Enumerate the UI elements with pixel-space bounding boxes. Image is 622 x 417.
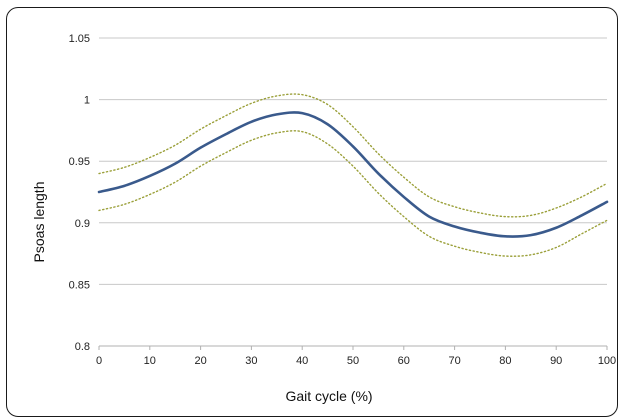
lower-bound-line: [98, 130, 608, 257]
x-tick-label: 100: [598, 355, 616, 367]
y-tick-label: 0.95: [69, 156, 90, 168]
mean-line: [97, 111, 609, 238]
y-axis-title: Psoas length: [31, 182, 47, 263]
series-lines: [97, 93, 609, 257]
x-axis-title: Gait cycle (%): [285, 388, 372, 404]
gridlines: [99, 37, 607, 285]
x-tick-label: 40: [296, 355, 308, 367]
x-tick-label: 10: [144, 355, 156, 367]
chart-frame: [6, 7, 618, 417]
y-tick-label: 1.05: [69, 33, 90, 45]
x-tick-label: 90: [550, 355, 562, 367]
x-tick-label: 30: [245, 355, 257, 367]
x-tick-label: 0: [96, 355, 102, 367]
y-tick-label: 0.85: [69, 279, 90, 291]
y-tick-label: 1: [84, 95, 90, 107]
x-tick-label: 70: [448, 355, 460, 367]
psoas-length-chart: 0.8 0.85 0.9 0.95 1 1.05 0 10 20 30 40 50 60 70 80 90 10…: [31, 33, 617, 404]
x-tick-label: 50: [347, 355, 359, 367]
axes: [98, 345, 608, 350]
tick-labels: 0.8 0.85 0.9 0.95 1 1.05 0 10 20 30 40 50 60 70 80 90 10…: [69, 33, 617, 367]
x-tick-label: 80: [499, 355, 511, 367]
y-tick-label: 0.8: [75, 341, 90, 353]
upper-bound-line: [98, 93, 608, 218]
x-tick-label: 20: [194, 355, 206, 367]
y-tick-label: 0.9: [75, 218, 90, 230]
x-tick-label: 60: [398, 355, 410, 367]
